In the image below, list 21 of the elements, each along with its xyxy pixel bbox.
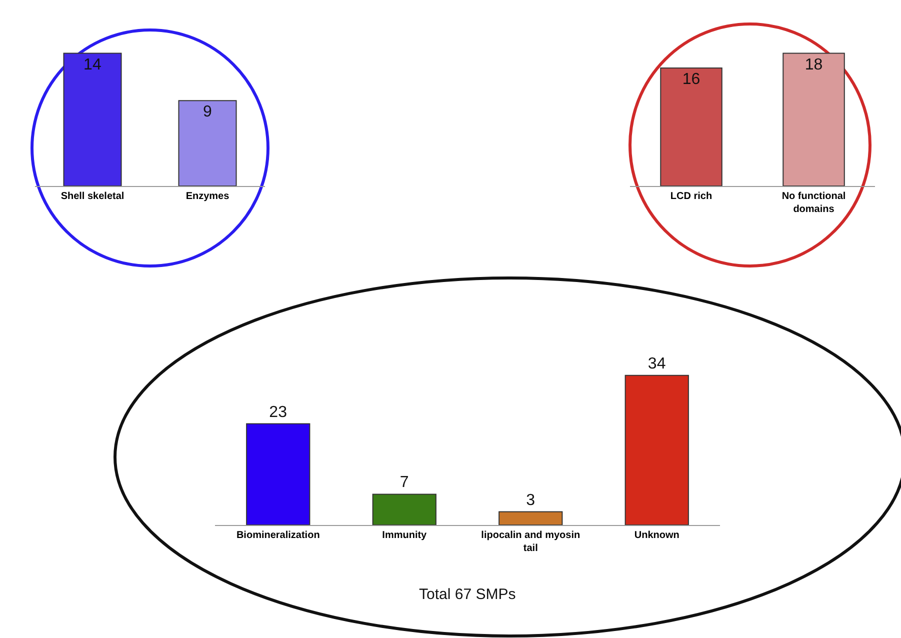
x-tick-label: Shell skeletal xyxy=(60,191,124,202)
x-tick-label: No functional domains xyxy=(782,191,846,215)
data-label: 9 xyxy=(203,104,212,121)
data-label: 34 xyxy=(648,355,666,372)
x-tick-label: Unknown xyxy=(634,530,680,541)
x-tick-label: Enzymes xyxy=(186,191,230,202)
data-label: 18 xyxy=(804,56,823,74)
data-label: 3 xyxy=(526,492,536,509)
bar xyxy=(498,511,563,525)
x-tick-label: lipocalin and myosin tail xyxy=(481,530,580,554)
bar xyxy=(372,494,436,525)
x-tick-label: LCD rich xyxy=(670,191,712,202)
bar xyxy=(624,374,689,525)
data-label: 7 xyxy=(400,474,409,492)
x-tick-label: Biomineralization xyxy=(236,530,320,541)
data-label: 16 xyxy=(682,71,700,88)
data-label: 14 xyxy=(84,56,102,74)
bar xyxy=(246,423,310,525)
data-label: 23 xyxy=(269,404,288,421)
x-tick-label: Immunity xyxy=(382,530,428,541)
text: Total 67 SMPs xyxy=(419,586,516,603)
